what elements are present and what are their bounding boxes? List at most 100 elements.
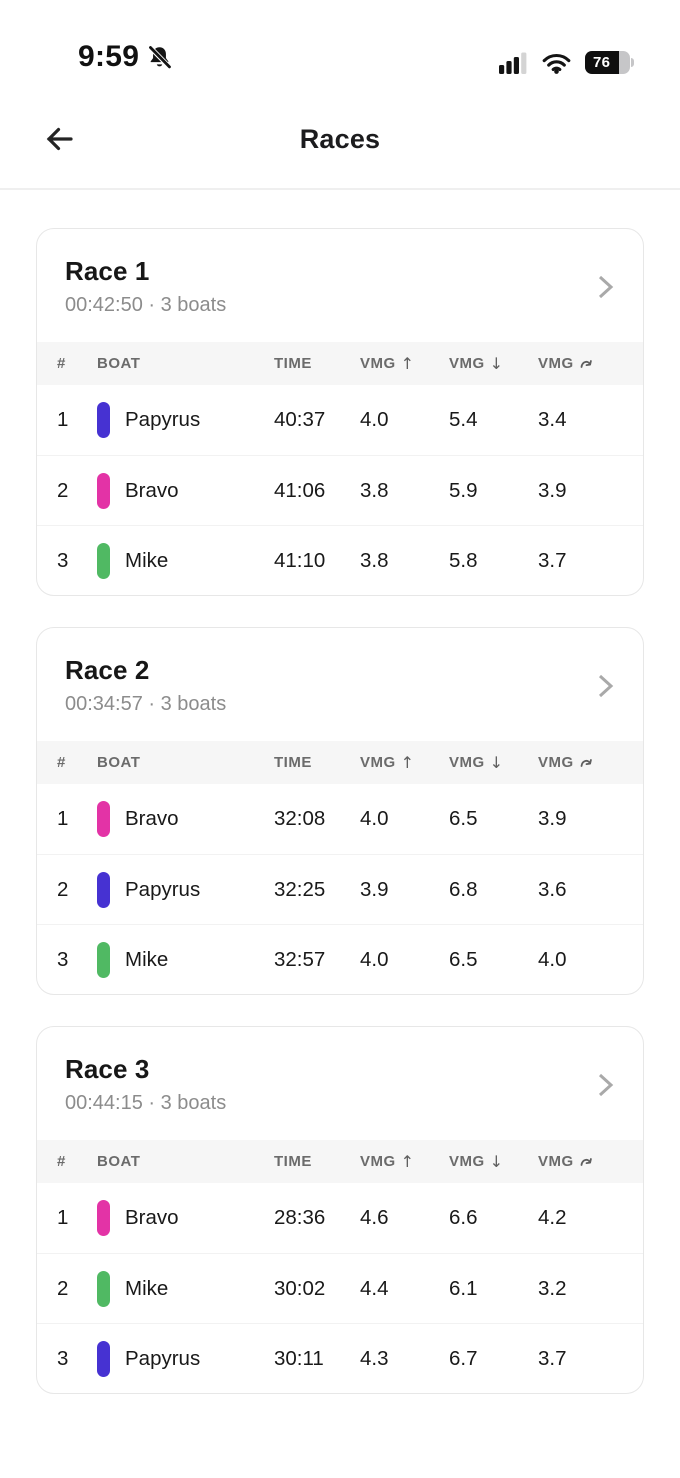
race-card-header[interactable]: Race 3 00:44:15 · 3 boats — [37, 1027, 643, 1140]
col-boat: BOAT — [97, 355, 141, 372]
status-bar: 9:59 76 — [0, 0, 680, 90]
col-vmg-reach: VMG — [538, 355, 643, 372]
boat-name: Papyrus — [125, 408, 201, 431]
up-arrow-icon: ↑ — [400, 354, 415, 373]
time-cell: 32:08 — [274, 807, 326, 830]
col-vmg-up: VMG ↑ — [360, 753, 415, 772]
race-card-header[interactable]: Race 1 00:42:50 · 3 boats — [37, 229, 643, 342]
status-time: 9:59 — [78, 40, 140, 73]
vmg-reach-cell: 3.9 — [538, 478, 567, 502]
time-cell: 41:06 — [274, 478, 326, 502]
race-card-titles: Race 2 00:34:57 · 3 boats — [65, 655, 226, 716]
vmg-up-cell: 4.6 — [360, 1206, 389, 1229]
table-row: 1 Bravo 32:08 4.0 6.5 3.9 — [37, 784, 643, 854]
rank-cell: 1 — [57, 408, 69, 431]
vmg-up-cell: 3.8 — [360, 548, 389, 572]
col-boat: BOAT — [97, 754, 141, 771]
vmg-reach-cell: 3.7 — [538, 548, 567, 572]
boat-cell: Bravo — [97, 1200, 274, 1236]
battery-fill: 76 — [584, 51, 619, 74]
time-cell: 41:10 — [274, 548, 326, 572]
vmg-down-cell: 6.8 — [449, 877, 478, 901]
col-vmg-down: VMG ↓ — [449, 1152, 504, 1171]
race-card-header[interactable]: Race 2 00:34:57 · 3 boats — [37, 628, 643, 741]
table-body: 1 Bravo 32:08 4.0 6.5 3.9 2 Papyrus 32:2… — [37, 784, 643, 994]
up-arrow-icon: ↑ — [400, 753, 415, 772]
down-arrow-icon: ↓ — [489, 1152, 504, 1171]
back-button[interactable] — [42, 123, 76, 155]
vmg-reach-cell: 3.4 — [538, 408, 567, 431]
rank-cell: 1 — [57, 1206, 69, 1229]
vmg-up-cell: 4.0 — [360, 947, 389, 971]
curved-arrow-icon — [580, 359, 592, 368]
race-subtitle: 00:34:57 · 3 boats — [65, 693, 227, 715]
battery-percent: 76 — [593, 54, 611, 71]
vmg-up-cell: 4.3 — [360, 1346, 389, 1370]
vmg-down-cell: 6.5 — [449, 947, 478, 971]
race-card-titles: Race 3 00:44:15 · 3 boats — [65, 1054, 226, 1115]
boat-color-pill — [97, 1340, 110, 1377]
race-card-titles: Race 1 00:42:50 · 3 boats — [65, 256, 226, 317]
boat-color-pill — [97, 542, 110, 579]
vmg-down-cell: 6.5 — [449, 807, 478, 830]
vmg-up-cell: 3.8 — [360, 478, 389, 502]
time-cell: 32:25 — [274, 877, 326, 901]
battery-cap — [631, 58, 634, 67]
down-arrow-icon: ↓ — [489, 354, 504, 373]
time-cell: 30:02 — [274, 1276, 326, 1300]
table-header: # BOAT TIME VMG ↑ VMG ↓ VMG — [37, 1140, 643, 1183]
boat-cell: Papyrus — [97, 1340, 274, 1377]
boat-cell: Papyrus — [97, 402, 274, 438]
boat-color-pill — [97, 1270, 110, 1307]
race-card-3: Race 3 00:44:15 · 3 boats # BOAT TIME VM… — [36, 1026, 644, 1394]
races-list: Race 1 00:42:50 · 3 boats # BOAT TIME VM… — [0, 190, 680, 1394]
boat-name: Mike — [125, 548, 169, 572]
boat-name: Papyrus — [125, 1346, 201, 1370]
chevron-right-icon[interactable] — [593, 274, 617, 300]
boat-name: Bravo — [125, 1206, 179, 1229]
status-left: 9:59 — [78, 40, 173, 74]
rank-cell: 3 — [57, 1346, 69, 1370]
vmg-reach-cell: 3.2 — [538, 1276, 567, 1300]
rank-cell: 2 — [57, 877, 69, 901]
rank-cell: 2 — [57, 1276, 69, 1300]
boat-color-pill — [97, 801, 110, 837]
boat-name: Papyrus — [125, 877, 201, 901]
boat-cell: Papyrus — [97, 871, 274, 908]
table-row: 3 Mike 41:10 3.8 5.8 3.7 — [37, 525, 643, 595]
vmg-down-cell: 5.4 — [449, 408, 478, 431]
vmg-reach-cell: 3.7 — [538, 1346, 567, 1370]
col-time: TIME — [274, 1153, 312, 1170]
col-rank: # — [57, 754, 66, 771]
vmg-down-cell: 6.7 — [449, 1346, 478, 1370]
vmg-reach-cell: 4.0 — [538, 947, 567, 971]
boat-name: Bravo — [125, 807, 179, 830]
chevron-right-icon[interactable] — [593, 1072, 617, 1098]
bell-slash-icon — [148, 44, 172, 68]
vmg-down-cell: 5.8 — [449, 548, 478, 572]
table-header: # BOAT TIME VMG ↑ VMG ↓ VMG — [37, 741, 643, 784]
chevron-right-icon[interactable] — [593, 673, 617, 699]
boat-color-pill — [97, 402, 110, 438]
boat-color-pill — [97, 472, 110, 509]
table-body: 1 Papyrus 40:37 4.0 5.4 3.4 2 Bravo 41:0… — [37, 385, 643, 595]
boat-name: Bravo — [125, 478, 179, 502]
table-row: 1 Bravo 28:36 4.6 6.6 4.2 — [37, 1183, 643, 1253]
table-row: 1 Papyrus 40:37 4.0 5.4 3.4 — [37, 385, 643, 455]
boat-name: Mike — [125, 947, 169, 971]
vmg-reach-cell: 4.2 — [538, 1206, 567, 1229]
vmg-down-cell: 6.1 — [449, 1276, 478, 1300]
battery-body: 76 — [584, 51, 630, 74]
boat-cell: Bravo — [97, 801, 274, 837]
boat-cell: Mike — [97, 542, 274, 579]
time-cell: 32:57 — [274, 947, 326, 971]
rank-cell: 3 — [57, 947, 69, 971]
time-cell: 40:37 — [274, 408, 326, 431]
race-title: Race 2 — [65, 655, 150, 685]
vmg-reach-cell: 3.6 — [538, 877, 567, 901]
boat-cell: Mike — [97, 941, 274, 978]
race-subtitle: 00:44:15 · 3 boats — [65, 1092, 227, 1114]
vmg-down-cell: 5.9 — [449, 478, 478, 502]
col-boat: BOAT — [97, 1153, 141, 1170]
col-vmg-up: VMG ↑ — [360, 354, 415, 373]
